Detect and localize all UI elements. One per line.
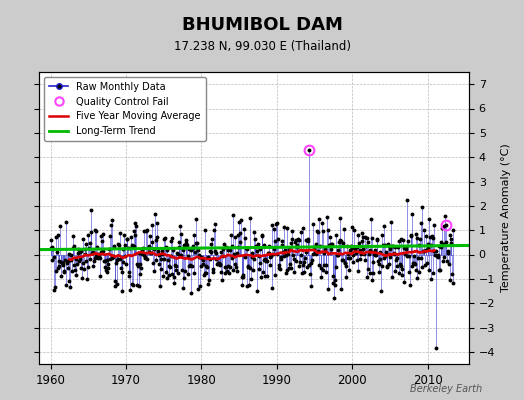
Text: Berkeley Earth: Berkeley Earth: [410, 384, 482, 394]
Y-axis label: Temperature Anomaly (°C): Temperature Anomaly (°C): [501, 144, 511, 292]
Text: 17.238 N, 99.030 E (Thailand): 17.238 N, 99.030 E (Thailand): [173, 40, 351, 53]
Text: BHUMIBOL DAM: BHUMIBOL DAM: [181, 16, 343, 34]
Legend: Raw Monthly Data, Quality Control Fail, Five Year Moving Average, Long-Term Tren: Raw Monthly Data, Quality Control Fail, …: [44, 77, 205, 141]
